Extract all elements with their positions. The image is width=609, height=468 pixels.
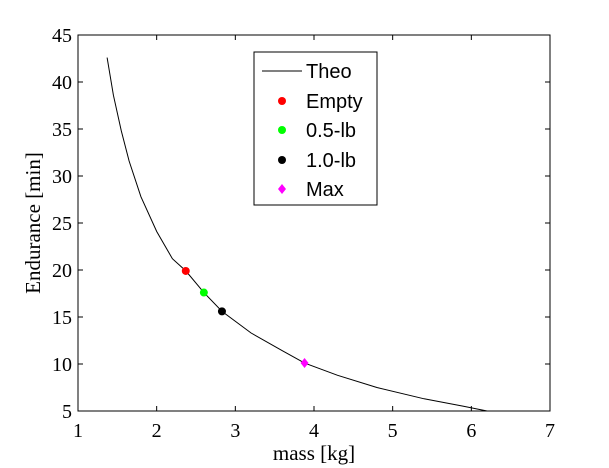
y-tick-label: 40: [52, 72, 72, 94]
y-tick-label: 35: [52, 119, 72, 141]
series-line-theo: [106, 57, 488, 412]
x-tick-label: 6: [466, 420, 476, 442]
x-axis-ticks: 1 2 3 4 5 6 7: [73, 35, 555, 442]
legend-label-theo: Theo: [306, 61, 352, 83]
legend-marker-empty: [278, 97, 286, 105]
x-tick-label: 2: [152, 420, 162, 442]
x-tick-label: 3: [230, 420, 240, 442]
data-point-max: [300, 358, 309, 369]
x-axis-label: mass [kg]: [273, 441, 355, 465]
legend-label-one-lb: 1.0-lb: [306, 150, 356, 172]
x-tick-label: 5: [388, 420, 398, 442]
legend-marker-half-lb: [278, 126, 286, 134]
legend-label-half-lb: 0.5-lb: [306, 120, 356, 142]
legend-box: [253, 51, 378, 206]
legend-marker-one-lb: [278, 156, 286, 164]
y-tick-label: 30: [52, 166, 72, 188]
y-tick-label: 45: [52, 25, 72, 47]
legend-label-max: Max: [306, 179, 344, 201]
data-point-empty: [181, 266, 190, 275]
y-tick-label: 10: [52, 354, 72, 376]
y-tick-label: 15: [52, 307, 72, 329]
legend: Theo Empty 0.5-lb 1.0-lb Max: [253, 51, 378, 206]
y-tick-label: 20: [52, 260, 72, 282]
y-tick-label: 5: [62, 401, 72, 423]
series-layer: [106, 57, 488, 412]
x-tick-label: 7: [545, 420, 555, 442]
data-point-1-0-lb: [217, 307, 226, 316]
x-tick-label: 1: [73, 420, 83, 442]
y-axis-label: Endurance [min]: [21, 152, 45, 294]
data-point-0-5-lb: [199, 288, 208, 297]
legend-marker-max: [278, 184, 286, 194]
legend-label-empty: Empty: [306, 91, 363, 113]
y-axis-ticks: 5 10 15 20 25 30 35 40 45: [52, 25, 550, 423]
x-tick-label: 4: [309, 420, 319, 442]
y-tick-label: 25: [52, 213, 72, 235]
